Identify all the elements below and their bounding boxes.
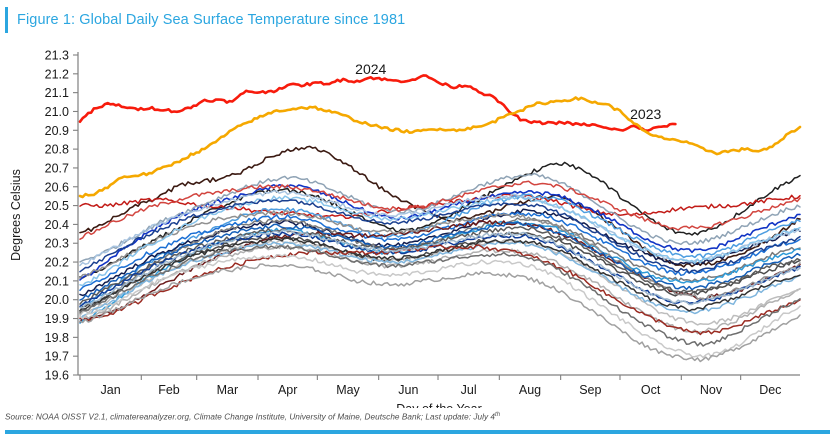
header-accent-rule	[5, 7, 8, 33]
chart-area: 21.3 21.2 21.1 21.0 20.9 20.8 20.7 20.6 20.5 20.4…	[0, 38, 835, 408]
source-note: Source: NOAA OISST V2.1, climatereanalyz…	[5, 412, 500, 422]
x-tick-label: Aug	[519, 383, 541, 397]
x-tick-label: Apr	[278, 383, 297, 397]
y-axis-ticks: 21.3 21.2 21.1 21.0 20.9 20.8 20.7 20.6 20.5 20.4…	[45, 49, 78, 383]
series-line-2003	[79, 198, 801, 274]
series-line-2008	[79, 244, 801, 335]
x-tick-label: Sep	[579, 383, 601, 397]
y-tick-label: 20.5	[45, 199, 69, 213]
y-tick-label: 20.2	[45, 256, 69, 270]
x-tick-label: Feb	[158, 383, 180, 397]
y-tick-label: 21.0	[45, 105, 69, 119]
chart-annotations: 2024 2023	[355, 61, 661, 122]
y-tick-label: 21.2	[45, 67, 69, 81]
series-lines	[78, 74, 802, 363]
y-tick-label: 20.8	[45, 143, 69, 157]
series-line-2023	[78, 96, 802, 199]
y-tick-label: 20.6	[45, 180, 69, 194]
y-tick-label: 20.3	[45, 237, 69, 251]
line-chart: 21.3 21.2 21.1 21.0 20.9 20.8 20.7 20.6 20.5 20.4…	[9, 49, 802, 408]
y-axis-title: Degrees Celsius	[9, 169, 23, 261]
page-title: Figure 1: Global Daily Sea Surface Tempe…	[17, 12, 406, 28]
y-tick-label: 21.1	[45, 86, 69, 100]
y-tick-label: 19.9	[45, 312, 69, 326]
series-line-1990	[79, 253, 801, 359]
y-tick-label: 20.0	[45, 293, 69, 307]
series-line-1999	[79, 236, 801, 312]
series-line-2024	[78, 74, 677, 132]
x-tick-label: Oct	[641, 383, 661, 397]
x-tick-label: Dec	[759, 383, 781, 397]
annotation-label-2024: 2024	[355, 61, 386, 77]
x-axis-ticks: Jan Feb Mar Apr May Jun Jul Aug Sep Oct Nov Dec	[79, 375, 781, 397]
y-tick-label: 19.7	[45, 350, 69, 364]
series-line-2014	[79, 217, 801, 315]
series-line-1982	[79, 244, 801, 347]
x-tick-label: Mar	[217, 383, 239, 397]
series-line-2006	[79, 221, 801, 301]
y-tick-label: 20.1	[45, 274, 69, 288]
x-tick-label: Nov	[700, 383, 723, 397]
x-tick-label: Jul	[461, 383, 477, 397]
series-line-1981	[79, 229, 801, 309]
annotation-label-2023: 2023	[630, 106, 661, 122]
y-tick-label: 21.3	[45, 49, 69, 63]
figure-header: Figure 1: Global Daily Sea Surface Tempe…	[0, 5, 835, 35]
source-text: Source: NOAA OISST V2.1, climatereanalyz…	[5, 412, 496, 422]
series-line-2000	[79, 241, 801, 321]
x-axis-title: Day of the Year	[396, 402, 481, 408]
series-line-1986	[79, 263, 801, 363]
y-tick-label: 20.9	[45, 124, 69, 138]
source-ordinal-suffix: th	[495, 412, 501, 418]
y-tick-label: 19.6	[45, 369, 69, 383]
series-line-2016	[79, 180, 801, 240]
x-tick-label: Jan	[101, 383, 121, 397]
footer-accent-bar	[5, 430, 830, 434]
y-tick-label: 20.4	[45, 218, 69, 232]
series-line-2022	[79, 145, 801, 268]
series-line-2013	[79, 211, 801, 292]
series-line-2007	[79, 210, 801, 301]
x-tick-label: Jun	[398, 383, 418, 397]
y-tick-label: 20.7	[45, 161, 69, 175]
series-line-2021	[79, 161, 801, 279]
series-line-2005	[79, 195, 801, 287]
y-tick-label: 19.8	[45, 331, 69, 345]
x-tick-label: May	[336, 383, 360, 397]
series-line-2018	[79, 193, 801, 309]
